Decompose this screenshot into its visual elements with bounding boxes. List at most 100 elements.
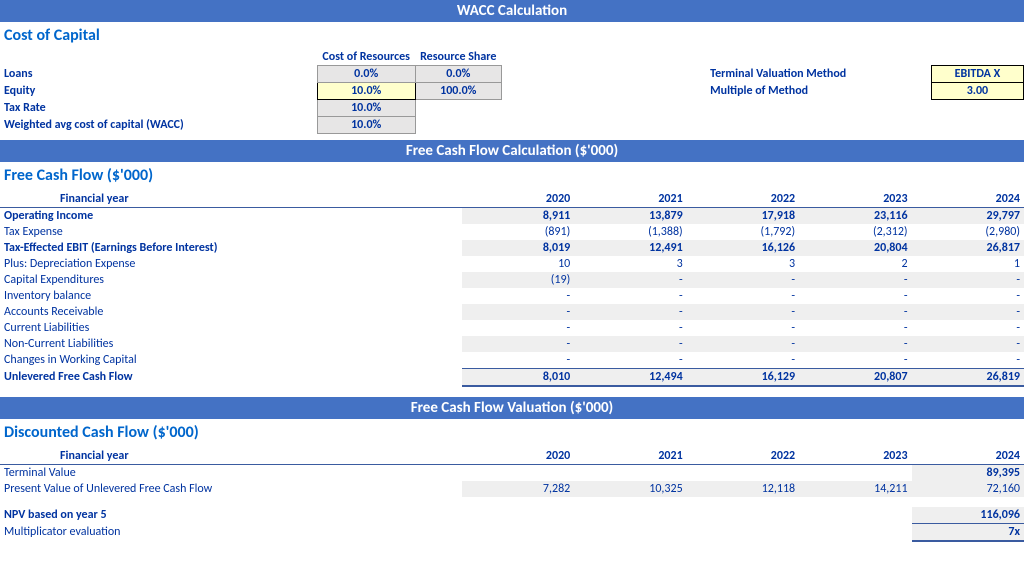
fcf-cell: - [799,352,911,369]
fcf-row: Inventory balance----- [0,288,1024,304]
terminal-method-value[interactable]: EBITDA X [931,66,1023,83]
fcf-row-label: Tax-Effected EBIT (Earnings Before Inter… [0,240,462,256]
dcf-npv-value: 116,096 [912,507,1024,524]
fcf-cell: 20,804 [799,240,911,256]
fcf-cell: 17,918 [687,208,799,225]
fcf-cell: - [687,352,799,369]
cost-of-capital-table: Cost of Resources Resource Share Loans 0… [0,49,1024,134]
fcf-cell: (19) [462,272,574,288]
fcf-total-2: 16,129 [687,369,799,387]
fcf-cell: - [687,288,799,304]
fcf-cell: - [799,288,911,304]
fcf-year-3: 2023 [799,191,911,208]
fcf-cell: - [912,320,1024,336]
fcf-cell: 16,126 [687,240,799,256]
fcf-cell: - [912,352,1024,369]
fcf-cell: - [687,320,799,336]
fcf-cell: (2,312) [799,224,911,240]
fcf-cell: - [687,336,799,352]
fcf-row-label: Accounts Receivable [0,304,462,320]
fcf-year-1: 2021 [574,191,686,208]
wacc-value: 10.0% [317,117,415,134]
fcf-cell: 13,879 [574,208,686,225]
fcf-cell: 8,911 [462,208,574,225]
dcf-npv-label: NPV based on year 5 [0,507,462,524]
taxrate-value: 10.0% [317,100,415,117]
fcf-row: Non-Current Liabilities----- [0,336,1024,352]
fcf-row: Tax-Effected EBIT (Earnings Before Inter… [0,240,1024,256]
dcf-mult-value: 7x [912,524,1024,542]
fcf-year-4: 2024 [912,191,1024,208]
dcf-pv-label: Present Value of Unlevered Free Cash Flo… [0,481,462,497]
terminal-method-label: Terminal Valuation Method [706,66,931,83]
fcf-cell: 29,797 [912,208,1024,225]
fcf-cell: 2 [799,256,911,272]
fcf-total-3: 20,807 [799,369,911,387]
fcf-cell: - [462,336,574,352]
dcf-year-0: 2020 [462,448,574,465]
fcf-row: Tax Expense(891)(1,388)(1,792)(2,312)(2,… [0,224,1024,240]
loans-label: Loans [0,66,317,83]
fcf-row-label: Inventory balance [0,288,462,304]
dcf-table: Financial year 2020 2021 2022 2023 2024 … [0,448,1024,542]
loans-share: 0.0% [415,66,501,83]
fcf-cell: - [574,320,686,336]
taxrate-label: Tax Rate [0,100,317,117]
fcf-row: Operating Income8,91113,87917,91823,1162… [0,208,1024,225]
dcf-mult-row: Multiplicator evaluation 7x [0,524,1024,542]
fcf-total-row: Unlevered Free Cash Flow 8,010 12,494 16… [0,369,1024,387]
dcf-npv-row: NPV based on year 5 116,096 [0,507,1024,524]
fcf-cell: - [462,288,574,304]
fcf-row-label: Non-Current Liabilities [0,336,462,352]
equity-share: 100.0% [415,83,501,100]
fcf-cell: - [799,320,911,336]
dcf-year-label: Financial year [0,448,462,465]
fcf-row-label: Current Liabilities [0,320,462,336]
fcf-cell: - [462,352,574,369]
fcf-row-label: Capital Expenditures [0,272,462,288]
fcf-total-1: 12,494 [574,369,686,387]
fcf-cell: - [687,304,799,320]
col-head-share: Resource Share [415,49,501,66]
fcf-val-header: Free Cash Flow Valuation ($'000) [0,397,1024,419]
multiple-label: Multiple of Method [706,83,931,100]
fcf-cell: - [574,304,686,320]
fcf-cell: - [574,352,686,369]
fcf-row: Plus: Depreciation Expense103321 [0,256,1024,272]
fcf-table: Financial year 2020 2021 2022 2023 2024 … [0,191,1024,387]
fcf-calc-header: Free Cash Flow Calculation ($'000) [0,140,1024,162]
fcf-cell: (891) [462,224,574,240]
fcf-row-label: Tax Expense [0,224,462,240]
dcf-terminal-label: Terminal Value [0,465,462,482]
col-head-cost: Cost of Resources [317,49,415,66]
fcf-row: Current Liabilities----- [0,320,1024,336]
dcf-terminal-row: Terminal Value 89,395 [0,465,1024,482]
fcf-row: Changes in Working Capital----- [0,352,1024,369]
fcf-total-4: 26,819 [912,369,1024,387]
fcf-cell: - [912,336,1024,352]
fcf-row: Accounts Receivable----- [0,304,1024,320]
fcf-cell: - [912,304,1024,320]
fcf-cell: 1 [912,256,1024,272]
fcf-cell: - [912,272,1024,288]
fcf-cell: - [462,304,574,320]
fcf-cell: (2,980) [912,224,1024,240]
multiple-value[interactable]: 3.00 [931,83,1023,100]
fcf-row: Capital Expenditures(19)---- [0,272,1024,288]
fcf-total-0: 8,010 [462,369,574,387]
fcf-row-label: Operating Income [0,208,462,225]
equity-cost[interactable]: 10.0% [317,83,415,100]
dcf-mult-label: Multiplicator evaluation [0,524,462,542]
fcf-cell: - [799,336,911,352]
fcf-year-row: Financial year 2020 2021 2022 2023 2024 [0,191,1024,208]
fcf-cell: (1,792) [687,224,799,240]
fcf-cell: - [799,304,911,320]
fcf-row-label: Plus: Depreciation Expense [0,256,462,272]
dcf-year-3: 2023 [799,448,911,465]
dcf-year-4: 2024 [912,448,1024,465]
fcf-year-0: 2020 [462,191,574,208]
fcf-title: Free Cash Flow ($'000) [0,162,1024,189]
fcf-cell: - [799,272,911,288]
fcf-cell: - [574,336,686,352]
fcf-cell: - [912,288,1024,304]
